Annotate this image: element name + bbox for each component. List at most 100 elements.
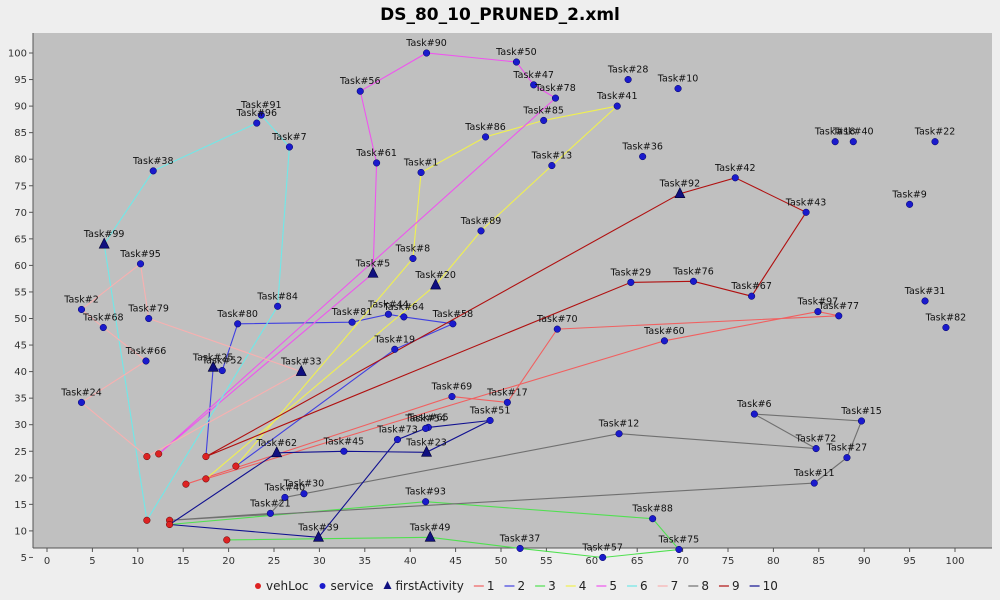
service-point <box>831 138 839 146</box>
service-point <box>548 162 556 170</box>
service-point <box>482 133 490 141</box>
vehicle-location-point <box>182 480 190 488</box>
x-tick-label: 75 <box>722 556 735 567</box>
legend-label: firstActivity <box>396 579 464 593</box>
task-label: Task#50 <box>495 47 537 58</box>
y-tick-label: 70 <box>14 208 27 219</box>
service-point <box>218 366 226 375</box>
service-point <box>384 310 392 318</box>
legend-label: 2 <box>517 579 525 593</box>
service-point <box>906 200 914 208</box>
y-tick-label: 25 <box>14 447 27 458</box>
y-tick-label: 55 <box>14 287 27 298</box>
x-tick-label: 50 <box>495 556 508 567</box>
task-label: Task#99 <box>83 229 125 240</box>
points <box>77 49 950 562</box>
service-point <box>145 314 153 323</box>
service-point <box>503 398 511 406</box>
x-tick-label: 10 <box>131 556 144 567</box>
chart-title: DS_80_10_PRUNED_2.xml <box>380 5 620 25</box>
y-tick-label: 50 <box>14 314 27 325</box>
service-point <box>448 393 456 401</box>
task-label: Task#27 <box>826 443 868 454</box>
service-point <box>849 138 857 146</box>
task-label: Task#6 <box>736 399 772 410</box>
service-point <box>285 143 293 151</box>
task-label: Task#39 <box>297 522 339 533</box>
first-activity-marker <box>295 364 307 376</box>
task-label: Task#56 <box>339 76 381 87</box>
task-label: Task#68 <box>82 313 124 324</box>
service-point <box>234 320 242 328</box>
legend-label: 9 <box>732 579 740 593</box>
service-point <box>639 152 647 161</box>
task-label: Task#12 <box>598 419 640 430</box>
service-point <box>356 87 364 95</box>
x-tick-label: 80 <box>767 556 780 567</box>
x-tick-label: 5 <box>89 556 95 567</box>
vehicle-location-point <box>166 520 174 529</box>
task-label: Task#8 <box>395 243 431 254</box>
x-tick-label: 70 <box>676 556 689 567</box>
service-point <box>627 278 635 286</box>
route-6-line <box>103 114 290 521</box>
x-tick-label: 100 <box>945 556 964 567</box>
service-point <box>417 168 425 177</box>
vehicle-location-point <box>143 516 151 524</box>
task-label: Task#49 <box>409 522 451 533</box>
y-tick-label: 35 <box>14 394 27 405</box>
task-label: Task#62 <box>255 438 297 449</box>
route-10-line <box>169 419 491 538</box>
service-point <box>689 277 698 285</box>
task-label: Task#42 <box>714 163 756 174</box>
task-label: Task#10 <box>657 74 699 85</box>
task-label: Task#60 <box>643 326 685 337</box>
x-tick-label: 95 <box>903 556 916 567</box>
service-point <box>422 424 430 432</box>
task-label: Task#11 <box>793 468 835 479</box>
service-point <box>77 398 86 406</box>
task-label: Task#51 <box>469 405 511 416</box>
task-label: Task#52 <box>201 356 243 367</box>
service-point <box>266 509 274 517</box>
service-point <box>599 553 607 562</box>
task-label: Task#19 <box>373 334 415 345</box>
first-activity-marker <box>313 530 324 542</box>
legend-marker <box>319 583 326 589</box>
task-label: Task#85 <box>522 105 564 116</box>
task-label: Task#29 <box>610 267 652 278</box>
service-point <box>142 357 150 365</box>
first-activity-marker <box>271 446 283 458</box>
task-label: Task#17 <box>486 387 528 398</box>
axes: 0 5 10 15 20 25 30 35 40 45 50 55 60 65 70 75 80 85 90 95 10… <box>8 33 992 567</box>
legend-label: 7 <box>671 579 679 593</box>
service-point <box>615 430 623 438</box>
legend-marker <box>383 581 392 589</box>
service-point <box>802 208 810 216</box>
legend-label: 3 <box>548 579 556 593</box>
first-activity-marker <box>424 530 436 542</box>
route-1-line <box>185 311 839 485</box>
legend-label: 5 <box>609 579 617 593</box>
service-point <box>674 85 682 93</box>
task-label: Task#58 <box>432 309 474 320</box>
task-label: Task#81 <box>331 307 373 318</box>
service-point <box>660 337 668 345</box>
x-tick-label: 55 <box>540 556 553 567</box>
x-tick-label: 40 <box>404 556 417 567</box>
y-tick-label: 60 <box>14 261 27 272</box>
vehicle-location-point <box>155 450 163 458</box>
route-2-line <box>205 313 455 467</box>
task-label: Task#30 <box>283 479 325 490</box>
service-point <box>748 292 756 300</box>
task-label: Task#41 <box>596 91 638 102</box>
first-activity-marker <box>207 360 219 372</box>
service-point <box>99 323 107 332</box>
task-label: Task#36 <box>621 142 663 153</box>
y-tick-label: 95 <box>14 75 27 86</box>
task-label: Task#79 <box>127 304 169 315</box>
task-label: Task#66 <box>125 346 167 357</box>
task-label: Task#1 <box>403 157 439 168</box>
service-point <box>391 345 399 353</box>
x-tick-label: 85 <box>812 556 825 567</box>
